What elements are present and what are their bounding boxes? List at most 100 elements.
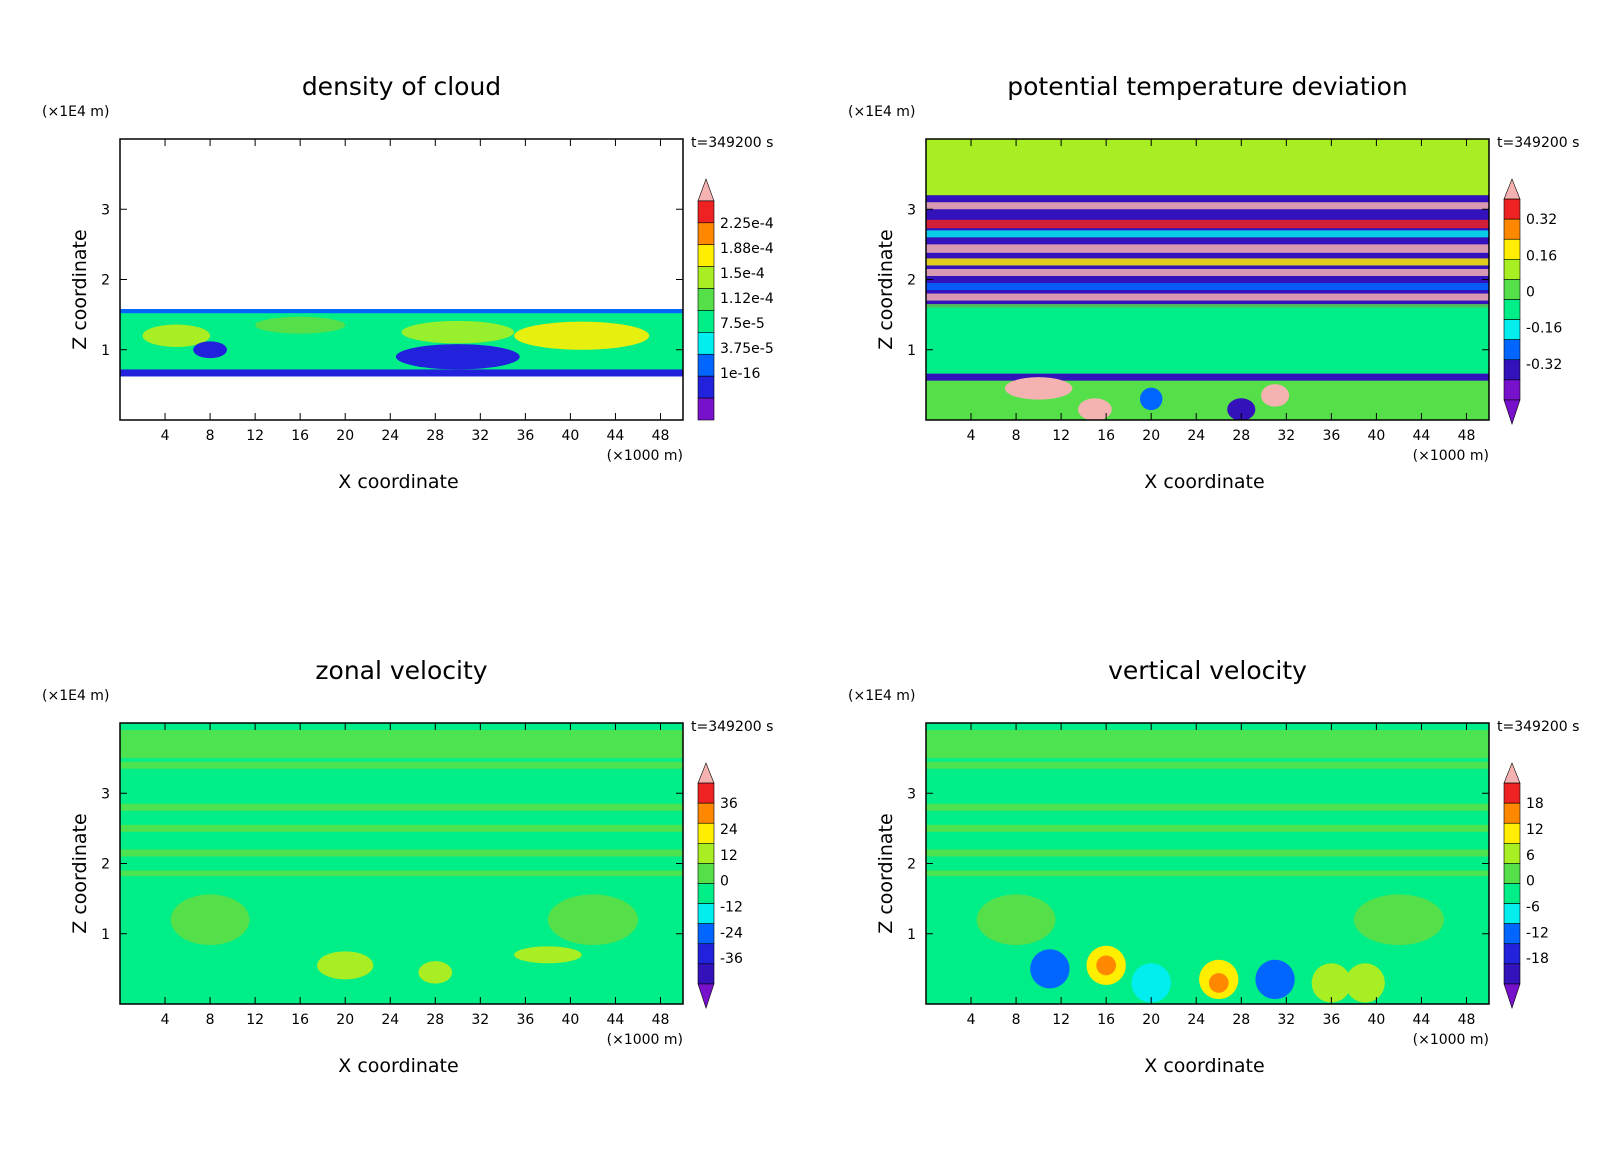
velocity-band <box>926 730 1489 759</box>
time-label: t=349200 s <box>1497 135 1579 151</box>
colorbar-label: 24 <box>720 822 738 838</box>
warm-cell <box>1260 384 1290 407</box>
x-tick-label: 20 <box>336 1012 354 1028</box>
velocity-cell <box>1208 973 1229 993</box>
time-label: t=349200 s <box>691 135 773 151</box>
colorbar-cap <box>1503 762 1521 784</box>
chart-panel: zonal velocity(×1E4 m)t=349200 s4 8 12 16 20… <box>42 656 773 1077</box>
x-axis-label: X coordinate <box>1144 1055 1264 1077</box>
colorbar-swatch <box>697 843 715 864</box>
x-tick-label: 32 <box>471 428 489 444</box>
x-tick-label: 28 <box>1232 1012 1250 1028</box>
colorbar-swatch <box>697 222 715 246</box>
temperature-band <box>926 293 1489 301</box>
colorbar-swatch <box>697 375 715 399</box>
colorbar-swatch <box>697 353 715 377</box>
colorbar-swatch <box>1503 863 1521 884</box>
velocity-cell <box>317 951 374 980</box>
velocity-cell <box>1096 955 1117 976</box>
x-tick-label: 8 <box>1012 428 1021 444</box>
colorbar-cap <box>697 983 715 1009</box>
x-tick-label: 4 <box>967 428 976 444</box>
z-tick-label: 2 <box>907 857 916 873</box>
z-tick-label: 2 <box>101 273 110 289</box>
chart-title: potential temperature deviation <box>1007 72 1407 101</box>
x-tick-label: 28 <box>426 1012 444 1028</box>
x-tick-label: 32 <box>471 1012 489 1028</box>
x-tick-label: 44 <box>607 428 625 444</box>
x-axis-unit: (×1000 m) <box>1413 1032 1489 1048</box>
z-axis-unit: (×1E4 m) <box>42 688 109 704</box>
colorbar-swatch <box>697 903 715 924</box>
colorbar-swatch <box>1503 822 1521 844</box>
colorbar-swatch <box>697 288 715 311</box>
colorbar-swatch <box>1503 218 1521 240</box>
x-tick-label: 44 <box>607 1012 625 1028</box>
time-label: t=349200 s <box>691 719 773 735</box>
x-axis-unit: (×1000 m) <box>607 448 683 464</box>
colorbar: 36 24 12 0 -12 -24 -36 <box>697 762 743 1009</box>
colorbar-label: 0.32 <box>1526 212 1557 228</box>
cloud-blob <box>142 324 211 347</box>
x-tick-label: 4 <box>161 428 170 444</box>
z-axis-label: Z coordinate <box>69 229 91 349</box>
z-tick-label: 3 <box>907 202 916 218</box>
x-axis-unit: (×1000 m) <box>1413 448 1489 464</box>
velocity-band <box>926 803 1489 811</box>
colorbar-swatch <box>697 244 715 267</box>
colorbar-label: 0 <box>1526 874 1535 890</box>
temperature-band <box>926 258 1489 266</box>
velocity-cell <box>1131 963 1171 1003</box>
colorbar-label: 1.12e-4 <box>720 291 774 307</box>
x-tick-label: 16 <box>291 428 309 444</box>
colorbar-swatch <box>1503 279 1521 300</box>
x-tick-label: 32 <box>1277 428 1295 444</box>
temperature-band <box>926 304 1489 309</box>
z-tick-label: 1 <box>907 927 916 943</box>
x-tick-label: 20 <box>1142 428 1160 444</box>
cloud-blob <box>193 341 227 359</box>
time-label: t=349200 s <box>1497 719 1579 735</box>
background-field <box>926 723 1489 1004</box>
velocity-band <box>926 824 1489 832</box>
colorbar-cap <box>1503 983 1521 1009</box>
colorbar-label: 6 <box>1526 848 1535 864</box>
x-tick-label: 8 <box>206 428 215 444</box>
velocity-cell <box>1353 894 1444 945</box>
temperature-band <box>926 244 1489 253</box>
x-tick-label: 24 <box>1187 1012 1205 1028</box>
colorbar-cap <box>697 762 715 784</box>
z-tick-label: 1 <box>101 343 110 359</box>
colorbar-swatch <box>1503 359 1521 381</box>
colorbar-label: 0 <box>720 874 729 890</box>
cold-cell <box>1227 398 1256 420</box>
colorbar-swatch <box>1503 259 1521 280</box>
velocity-cell <box>170 894 250 945</box>
velocity-cell <box>547 894 638 945</box>
velocity-band <box>120 761 683 769</box>
x-axis-label: X coordinate <box>1144 471 1264 493</box>
x-tick-label: 36 <box>516 428 534 444</box>
colorbar-swatch <box>697 200 715 224</box>
colorbar-swatch <box>1503 339 1521 361</box>
colorbar-swatch <box>697 332 715 355</box>
temperature-band <box>926 202 1489 210</box>
colorbar-swatch <box>1503 379 1521 401</box>
velocity-cell <box>976 894 1056 945</box>
x-tick-label: 16 <box>1097 428 1115 444</box>
chart-title: vertical velocity <box>1108 656 1307 685</box>
colorbar-swatch <box>697 802 715 824</box>
velocity-cell <box>418 961 453 984</box>
x-tick-label: 40 <box>561 428 579 444</box>
x-tick-label: 24 <box>1187 428 1205 444</box>
colorbar-label: -18 <box>1526 951 1549 967</box>
colorbar-swatch <box>697 863 715 884</box>
x-tick-label: 16 <box>291 1012 309 1028</box>
temperature-band <box>926 268 1489 276</box>
x-tick-label: 12 <box>246 428 264 444</box>
colorbar-label: -0.32 <box>1526 357 1562 373</box>
x-tick-label: 12 <box>1052 1012 1070 1028</box>
colorbar-label: -0.16 <box>1526 321 1562 337</box>
colorbar-swatch <box>697 397 715 421</box>
